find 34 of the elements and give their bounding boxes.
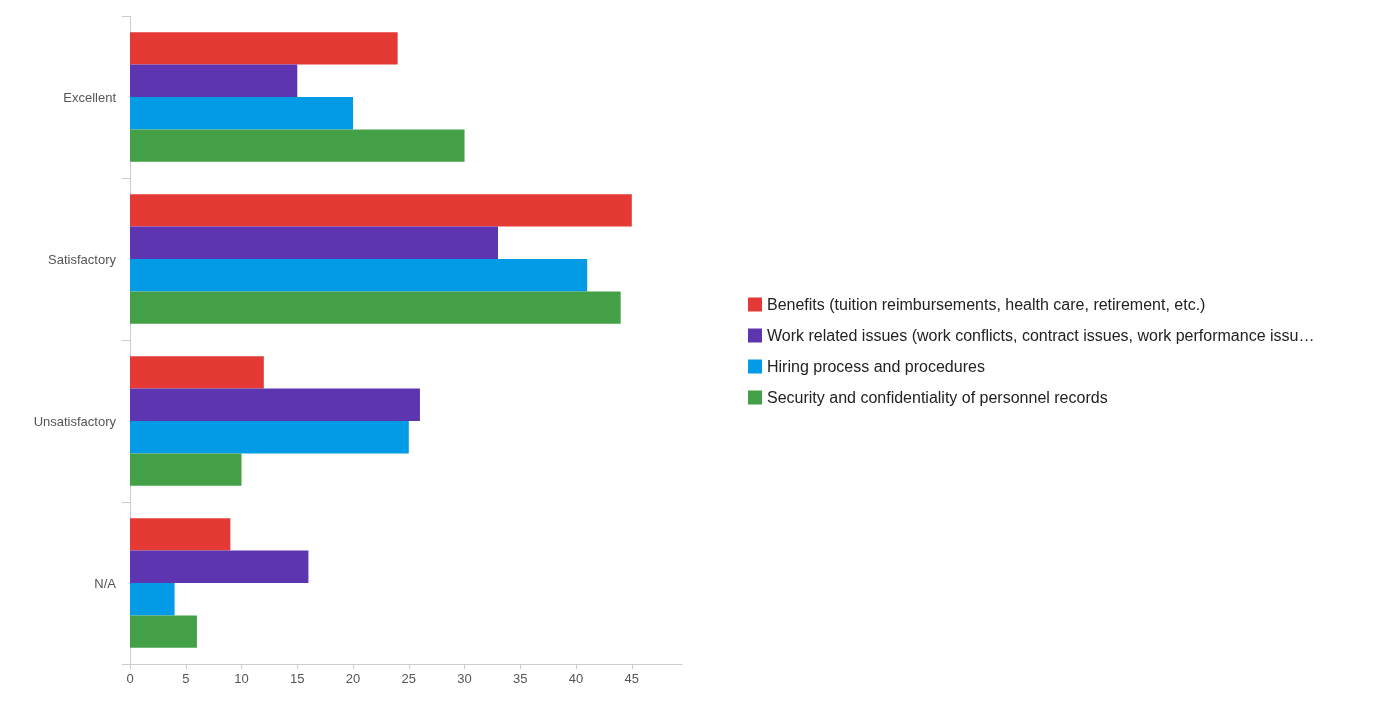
bar bbox=[130, 388, 420, 421]
bar bbox=[130, 356, 264, 389]
x-tick-label: 30 bbox=[457, 671, 472, 686]
y-tick-label: Unsatisfactory bbox=[33, 413, 117, 429]
y-tick-label: Satisfactory bbox=[48, 251, 117, 267]
bar bbox=[130, 453, 242, 486]
bar bbox=[130, 64, 298, 97]
bar bbox=[130, 291, 621, 324]
x-tick-label: 25 bbox=[401, 671, 417, 686]
bar bbox=[130, 518, 231, 551]
bar bbox=[130, 550, 309, 583]
bar bbox=[130, 421, 409, 454]
y-tick-label: N/A bbox=[94, 575, 117, 591]
x-tick-label: 0 bbox=[126, 671, 134, 686]
x-tick-label: 40 bbox=[568, 671, 584, 686]
bar bbox=[130, 194, 632, 227]
legend-label: Benefits (tuition reimbursements, health care, retirement, etc.) bbox=[767, 296, 1206, 313]
x-tick-label: 45 bbox=[624, 671, 640, 686]
bar bbox=[130, 259, 588, 292]
y-tick-label: Excellent bbox=[63, 89, 117, 105]
x-tick-label: 15 bbox=[290, 671, 305, 686]
legend-label: Work related issues (work conflicts, contract issues, work performance issu… bbox=[767, 327, 1315, 344]
legend-label: Hiring process and procedures bbox=[767, 358, 985, 375]
legend-label: Security and confidentiality of personnel records bbox=[767, 389, 1108, 406]
x-tick-label: 20 bbox=[345, 671, 361, 686]
bar bbox=[130, 97, 354, 130]
x-tick-label: 5 bbox=[182, 671, 190, 686]
x-tick-label: 35 bbox=[513, 671, 528, 686]
bar bbox=[130, 32, 398, 65]
bar bbox=[130, 583, 175, 616]
x-tick-label: 10 bbox=[234, 671, 249, 686]
bar bbox=[130, 226, 498, 259]
bar bbox=[130, 615, 197, 648]
bar bbox=[130, 129, 465, 162]
